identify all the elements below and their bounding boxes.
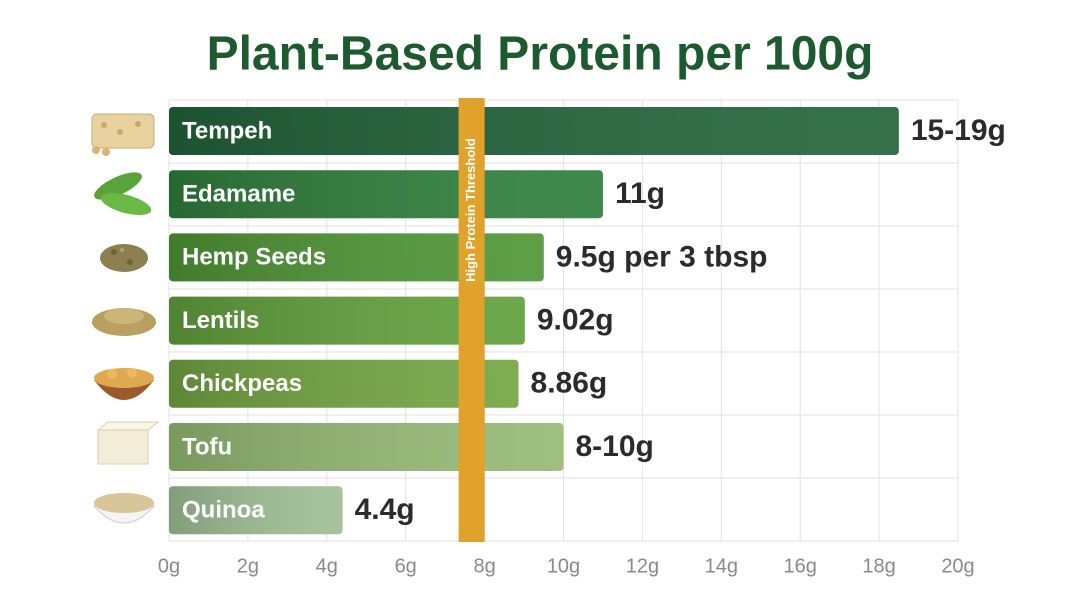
bar-shade	[169, 107, 899, 155]
lentils-icon	[92, 308, 156, 336]
threshold-label: High Protein Threshold	[463, 138, 478, 282]
threshold-band	[458, 98, 485, 542]
x-tick-label: 2g	[237, 555, 259, 577]
category-label: Edamame	[182, 181, 295, 208]
tempeh-icon	[91, 113, 155, 156]
bar-shade	[169, 170, 603, 219]
quinoa-icon	[92, 493, 156, 524]
value-label: 8.86g	[531, 367, 608, 400]
value-label: 11g	[615, 177, 665, 210]
x-tick-label: 16g	[784, 555, 817, 577]
category-label: Tofu	[182, 433, 232, 460]
tofu-icon	[96, 421, 160, 465]
x-tick-label: 8g	[473, 555, 495, 577]
chart-title: Plant-Based Protein per 100g	[207, 28, 874, 81]
x-tick-label: 0g	[158, 555, 180, 577]
food-icons	[91, 113, 160, 524]
category-label: Chickpeas	[182, 370, 302, 397]
value-label: 15-19g	[911, 114, 1006, 147]
bar-shade	[169, 296, 525, 345]
value-label: 8-10g	[576, 430, 654, 463]
chickpeas-icon	[94, 368, 154, 400]
x-tick-label: 18g	[862, 555, 895, 577]
bar-shade	[169, 486, 343, 535]
bar-shade	[169, 233, 544, 282]
x-tick-label: 12g	[626, 555, 659, 577]
bar-shade	[169, 359, 519, 408]
value-label: 9.5g per 3 tbsp	[556, 240, 768, 273]
x-tick-label: 20g	[941, 555, 974, 577]
hemp-icon	[100, 244, 148, 272]
x-tick-label: 14g	[705, 555, 738, 577]
category-label: Tempeh	[182, 117, 272, 144]
x-tick-label: 10g	[547, 555, 580, 577]
value-label: 4.4g	[355, 493, 415, 526]
edamame-icon	[94, 172, 152, 215]
value-label: 9.02g	[537, 304, 614, 337]
x-tick-label: 6g	[395, 555, 417, 577]
x-tick-label: 4g	[316, 555, 338, 577]
category-label: Lentils	[182, 307, 259, 334]
category-label: Hemp Seeds	[182, 244, 326, 271]
category-label: Quinoa	[182, 497, 265, 524]
